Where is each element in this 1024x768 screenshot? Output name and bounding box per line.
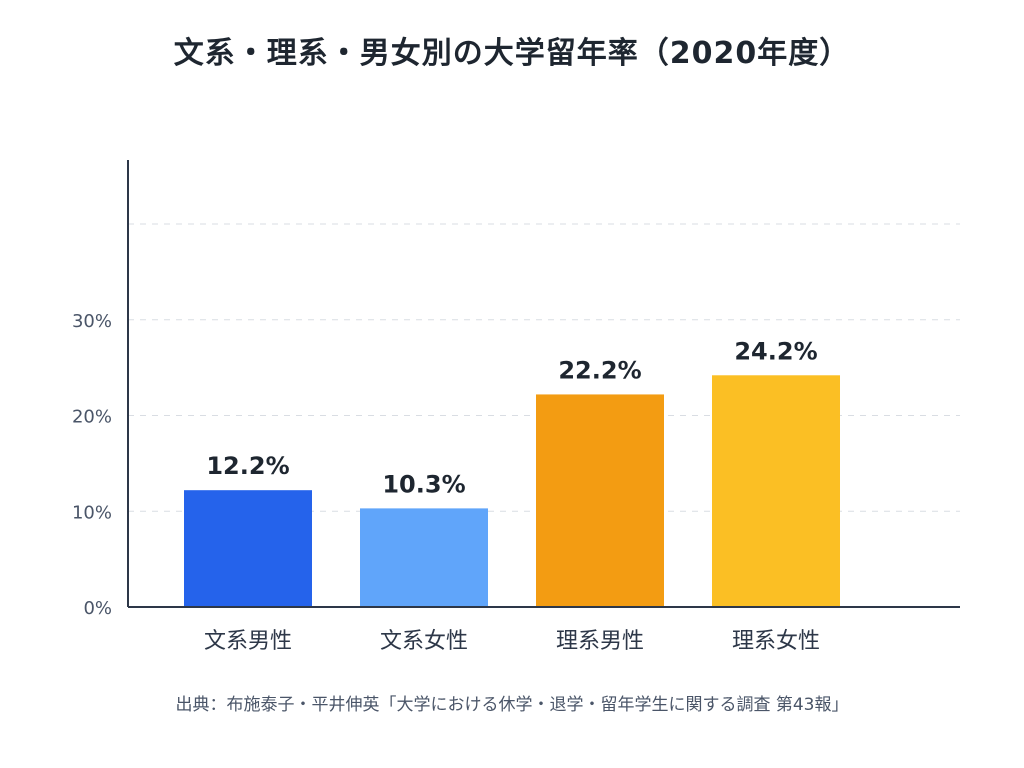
x-tick-label: 理系男性 bbox=[556, 629, 644, 654]
chart-title: 文系・理系・男女別の大学留年率（2020年度） bbox=[173, 36, 851, 71]
y-tick-label: 20% bbox=[72, 407, 112, 428]
x-tick-label: 理系女性 bbox=[732, 629, 820, 654]
y-tick-label: 0% bbox=[83, 598, 112, 619]
bar-4 bbox=[712, 375, 840, 607]
bar-2 bbox=[360, 508, 488, 607]
x-tick-label: 文系男性 bbox=[204, 629, 292, 654]
bar-1 bbox=[184, 490, 312, 607]
data-label: 24.2% bbox=[734, 337, 817, 365]
data-label: 12.2% bbox=[206, 452, 289, 480]
y-tick-label: 10% bbox=[72, 502, 112, 523]
x-tick-label: 文系女性 bbox=[380, 629, 468, 654]
y-tick-label: 30% bbox=[72, 311, 112, 332]
bar-3 bbox=[536, 394, 664, 607]
data-label: 22.2% bbox=[558, 356, 641, 384]
source-note: 出典：布施泰子・平井伸英「大学における休学・退学・留年学生に関する調査 第43報… bbox=[175, 695, 849, 715]
data-label: 10.3% bbox=[382, 470, 465, 498]
